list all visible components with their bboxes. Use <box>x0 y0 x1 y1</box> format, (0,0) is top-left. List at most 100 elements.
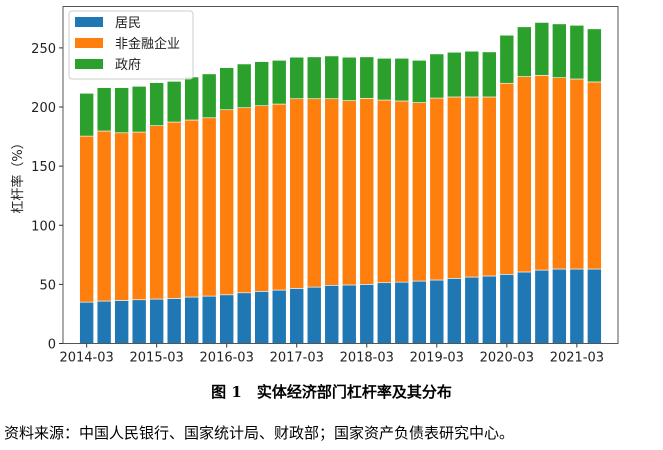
bar-government-2019-12 <box>482 51 497 98</box>
bar-nonfinancial-2020-09 <box>534 75 550 271</box>
bar-government-2016-06 <box>236 63 252 109</box>
bar-government-2019-09 <box>464 50 480 98</box>
bar-household-2021-06 <box>587 268 602 344</box>
bar-household-2014-03 <box>79 301 94 344</box>
bar-nonfinancial-2016-09 <box>254 105 270 292</box>
y-tick-label: 50 <box>39 278 56 293</box>
bar-government-2019-06 <box>446 51 462 98</box>
y-axis-label: 杠杆率（%） <box>10 136 26 213</box>
x-tick-label: 2015-03 <box>130 351 184 366</box>
y-tick-label: 100 <box>31 219 56 234</box>
bar-nonfinancial-2014-09 <box>114 132 129 301</box>
bar-government-2015-09 <box>184 76 199 121</box>
bar-household-2019-12 <box>482 275 497 344</box>
x-tick-label: 2016-03 <box>200 351 254 366</box>
bar-government-2014-12 <box>131 86 147 133</box>
bar-household-2019-06 <box>446 278 462 344</box>
bar-government-2021-03 <box>569 25 585 80</box>
bar-nonfinancial-2019-06 <box>446 96 462 279</box>
bar-nonfinancial-2020-06 <box>517 76 532 273</box>
bar-household-2016-06 <box>236 292 252 344</box>
bar-household-2017-12 <box>341 284 357 344</box>
bar-government-2017-09 <box>324 55 340 100</box>
x-axis: 2014-03 2015-03 2016-03 2017-03 2018-03 2019-… <box>59 343 604 366</box>
bar-household-2020-06 <box>517 271 532 344</box>
bar-nonfinancial-2014-12 <box>131 131 147 301</box>
bar-nonfinancial-2014-06 <box>96 130 112 302</box>
plot-frame <box>62 6 619 344</box>
y-tick-label: 250 <box>31 42 56 57</box>
bar-nonfinancial-2015-03 <box>149 125 164 300</box>
bar-household-2015-03 <box>149 298 164 344</box>
bar-nonfinancial-2019-03 <box>429 97 445 281</box>
bar-household-2018-06 <box>376 282 392 344</box>
bar-government-2017-06 <box>306 56 322 100</box>
legend-swatch <box>75 17 103 27</box>
bar-household-2015-09 <box>184 296 199 344</box>
bar-household-2020-12 <box>552 268 567 344</box>
bar-government-2015-06 <box>166 81 182 123</box>
bar-household-2018-03 <box>359 284 375 344</box>
legend-swatch <box>75 38 103 48</box>
bar-government-2017-12 <box>341 56 357 101</box>
bar-household-2014-06 <box>96 300 112 344</box>
bar-household-2019-03 <box>429 279 445 344</box>
legend-swatch <box>75 59 103 69</box>
bar-government-2018-06 <box>376 57 392 101</box>
bar-household-2019-09 <box>464 276 480 344</box>
bar-government-2014-06 <box>96 87 112 132</box>
bar-nonfinancial-2018-06 <box>376 99 392 284</box>
source-note: 资料来源：中国人民银行、国家统计局、财政部；国家资产负债表研究中心。 <box>4 424 515 442</box>
y-axis: 0 50 100 150 200 250 <box>31 42 63 353</box>
x-tick-label: 2020-03 <box>480 351 534 366</box>
bar-government-2014-03 <box>79 92 94 137</box>
bar-government-2015-03 <box>149 82 164 126</box>
bar-government-2018-03 <box>359 56 375 99</box>
bar-household-2016-09 <box>254 291 270 344</box>
bar-government-2018-09 <box>394 57 410 102</box>
bar-nonfinancial-2018-03 <box>359 98 375 285</box>
x-tick-label: 2014-03 <box>59 351 113 366</box>
bar-government-2017-03 <box>289 56 305 100</box>
bar-nonfinancial-2015-09 <box>184 119 199 298</box>
bar-household-2014-12 <box>131 299 147 344</box>
bar-government-2020-06 <box>517 26 532 77</box>
legend-label: 居民 <box>115 16 141 31</box>
bar-government-2020-03 <box>499 34 515 84</box>
bar-nonfinancial-2019-09 <box>464 96 480 278</box>
bar-government-2019-03 <box>429 53 445 99</box>
bar-government-2014-09 <box>114 87 129 134</box>
bar-household-2017-06 <box>306 286 322 344</box>
bar-government-2020-09 <box>534 22 550 76</box>
bar-household-2016-12 <box>271 289 287 344</box>
bar-nonfinancial-2014-03 <box>79 135 94 303</box>
bar-government-2020-12 <box>552 23 567 78</box>
legend-label: 非金融企业 <box>115 36 180 52</box>
bar-household-2018-09 <box>394 281 410 344</box>
bar-nonfinancial-2021-03 <box>569 78 585 270</box>
bar-nonfinancial-2018-12 <box>411 102 427 282</box>
y-tick-label: 0 <box>48 338 56 353</box>
bar-household-2015-06 <box>166 298 182 344</box>
bar-government-2018-12 <box>411 60 427 103</box>
bar-government-2021-06 <box>587 28 602 83</box>
bar-nonfinancial-2017-12 <box>341 100 357 286</box>
x-tick-label: 2018-03 <box>340 351 394 366</box>
legend-label: 政府 <box>115 58 141 73</box>
bar-government-2016-12 <box>271 60 287 105</box>
bar-nonfinancial-2017-09 <box>324 98 340 286</box>
bar-nonfinancial-2015-12 <box>201 117 217 297</box>
bar-nonfinancial-2016-06 <box>236 107 252 294</box>
bar-nonfinancial-2018-09 <box>394 100 410 283</box>
bar-nonfinancial-2020-03 <box>499 82 515 275</box>
bar-nonfinancial-2016-03 <box>219 109 235 296</box>
figure-caption: 图 1 实体经济部门杠杆率及其分布 <box>211 383 452 401</box>
x-tick-label: 2019-03 <box>410 351 464 366</box>
bar-government-2016-09 <box>254 61 270 107</box>
bar-household-2014-09 <box>114 300 129 344</box>
bar-household-2020-03 <box>499 274 515 344</box>
bar-nonfinancial-2017-06 <box>306 98 322 288</box>
bar-household-2016-03 <box>219 294 235 344</box>
